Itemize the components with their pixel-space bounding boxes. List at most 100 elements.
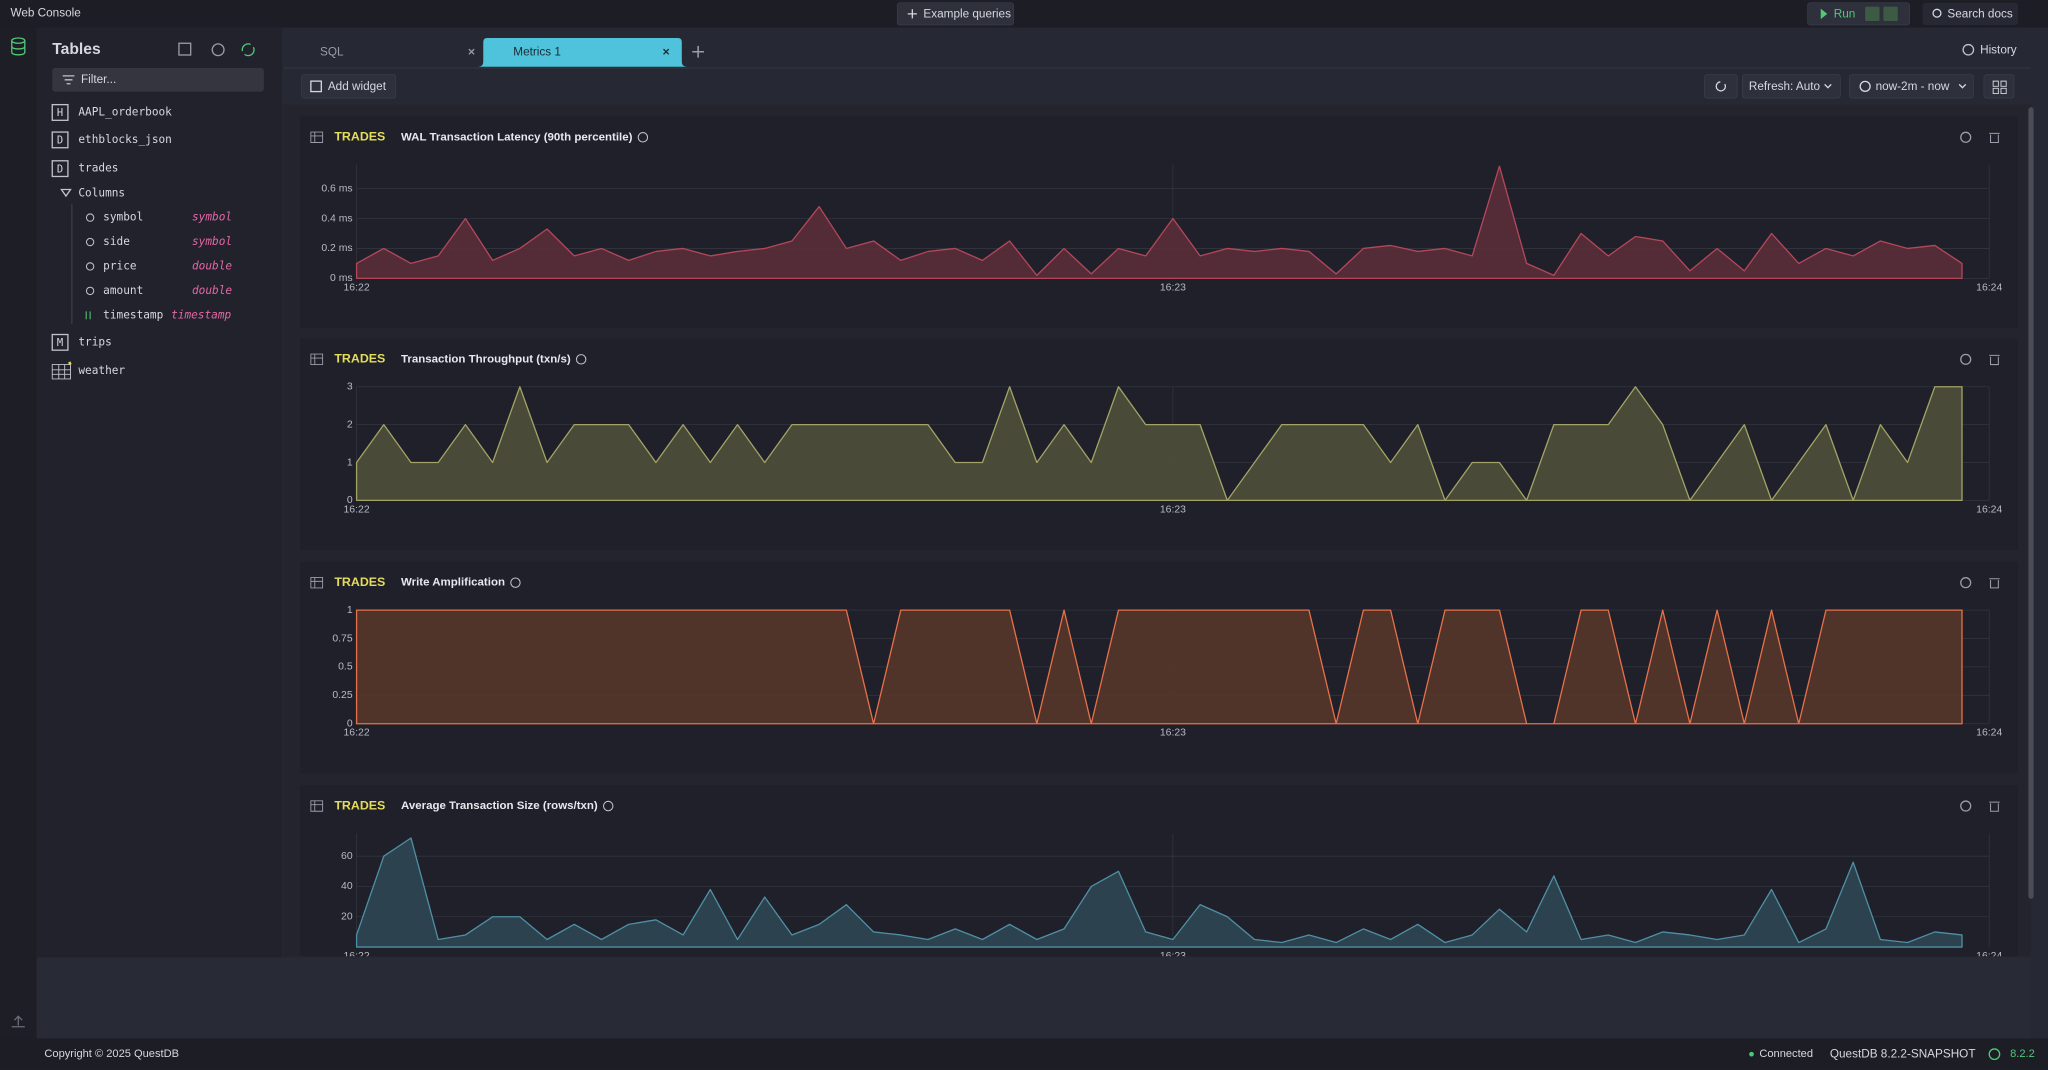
tab[interactable]: SQL [320, 45, 475, 58]
y-tick-label: 3 [347, 382, 353, 393]
palette-icon[interactable] [1960, 800, 1972, 812]
add-table-icon[interactable] [178, 42, 192, 56]
table-name: weather [78, 364, 125, 377]
widget-panel [300, 785, 2018, 957]
clock-icon [1962, 43, 1975, 56]
connection-status: Connected [1759, 1048, 1813, 1060]
tab-label: Metrics 1 [513, 45, 561, 58]
history-button[interactable]: History [1962, 43, 2017, 57]
update-icon [1988, 1048, 2001, 1061]
table-item[interactable]: weather [51, 361, 125, 380]
widget-table: TRADES [334, 352, 385, 366]
y-tick-label: 0 ms [330, 273, 353, 284]
area-series [355, 837, 1963, 948]
y-tick-label: 0.2 ms [321, 243, 352, 254]
y-tick-label: 1 [347, 457, 353, 468]
y-tick-label: 40 [341, 881, 353, 892]
copyright: Copyright © 2025 QuestDB [44, 1048, 179, 1060]
search-docs-button[interactable]: Search docs [1922, 2, 2018, 25]
column-type: timestamp [171, 308, 231, 321]
tables-nav-icon[interactable] [11, 37, 26, 56]
check-icon[interactable] [211, 43, 225, 57]
x-tick-label: 16:23 [1160, 282, 1186, 293]
column-icon [85, 262, 95, 271]
delete-icon[interactable] [1989, 132, 2000, 144]
table-badge: D [57, 135, 63, 147]
metric-widget: TRADES WAL Transaction Latency (90th perc… [300, 116, 2018, 328]
column-item[interactable]: price double [85, 259, 232, 272]
x-tick-label: 16:24 [1976, 728, 2002, 739]
timestamp-icon [85, 311, 91, 320]
sidebar-title: Tables [52, 41, 101, 58]
history-label: History [1980, 44, 2017, 57]
select-label: now-2m - now [1876, 80, 1950, 93]
y-tick-label: 0 [347, 719, 353, 730]
button-label: Add widget [328, 80, 387, 93]
y-tick-label: 0.25 [332, 690, 353, 701]
run-button[interactable]: Run [1807, 2, 1910, 26]
table-badge-box [51, 333, 69, 351]
close-icon[interactable] [468, 48, 475, 55]
metric-widget: TRADES Average Transaction Size (rows/txn… [300, 785, 2018, 962]
refresh-select[interactable]: Refresh: Auto [1741, 74, 1841, 99]
widget-icon [310, 80, 322, 93]
table-item[interactable]: H AAPL_orderbook [51, 103, 172, 121]
x-tick-label: 16:22 [344, 728, 370, 739]
refresh-icon[interactable] [241, 43, 255, 57]
columns-label[interactable]: Columns [78, 186, 125, 199]
table-item[interactable]: M trips [51, 333, 112, 351]
button-label: Run [1834, 8, 1856, 21]
delete-icon[interactable] [1989, 354, 2000, 366]
delete-icon[interactable] [1989, 801, 2000, 812]
upload-icon[interactable] [11, 1015, 25, 1028]
filter-input[interactable]: Filter... [52, 68, 264, 92]
table-icon [310, 353, 324, 366]
input-bg [52, 68, 264, 92]
delete-icon[interactable] [1989, 578, 2000, 589]
info-icon[interactable] [510, 577, 521, 588]
range-select[interactable]: now-2m - now [1849, 74, 1974, 99]
add-widget-button[interactable]: Add widget [301, 74, 397, 99]
info-icon[interactable] [637, 132, 649, 143]
example-queries-button[interactable]: Example queries [896, 2, 1014, 26]
close-icon[interactable] [663, 48, 670, 55]
column-icon [85, 237, 95, 247]
table-badge-box [51, 160, 69, 178]
new-tab-icon[interactable] [692, 45, 704, 58]
palette-icon[interactable] [1960, 131, 1972, 143]
table-icon [51, 364, 71, 380]
column-item[interactable]: side symbol [85, 235, 232, 248]
column-item[interactable]: timestamp timestamp [85, 308, 232, 321]
refresh-button[interactable] [1704, 74, 1738, 99]
button-label: Example queries [923, 8, 1011, 21]
button-bg [896, 2, 1014, 26]
x-tick-label: 16:22 [344, 951, 370, 962]
column-name: side [103, 235, 130, 248]
table-badge: H [57, 107, 63, 119]
x-tick-label: 16:22 [344, 282, 370, 293]
table-badge: M [57, 337, 63, 349]
expand-icon[interactable] [60, 188, 72, 198]
scrollbar[interactable] [2028, 107, 2034, 899]
tab-active[interactable]: Metrics 1 [478, 38, 688, 67]
area-series [355, 609, 1963, 725]
info-icon[interactable] [603, 800, 614, 812]
palette-icon[interactable] [1960, 353, 1972, 365]
table-item[interactable]: D ethblocks_json [51, 131, 172, 149]
y-tick-label: 0 [347, 495, 353, 506]
y-tick-label: 60 [341, 851, 353, 862]
info-icon[interactable] [575, 354, 587, 365]
bottom-panel [36, 957, 2032, 1039]
column-item[interactable]: symbol symbol [85, 211, 232, 224]
table-item[interactable]: D trades [51, 160, 118, 178]
y-tick-label: 0.6 ms [321, 183, 352, 194]
app-name: Web Console [10, 6, 81, 19]
footer [0, 1038, 2048, 1070]
column-item[interactable]: amount double [85, 284, 232, 297]
layout-button[interactable] [1983, 74, 2015, 99]
table-badge-box [51, 131, 69, 149]
palette-icon[interactable] [1960, 577, 1972, 589]
version[interactable]: QuestDB 8.2.2-SNAPSHOT [1830, 1047, 1976, 1060]
latest-version[interactable]: 8.2.2 [2010, 1048, 2035, 1060]
